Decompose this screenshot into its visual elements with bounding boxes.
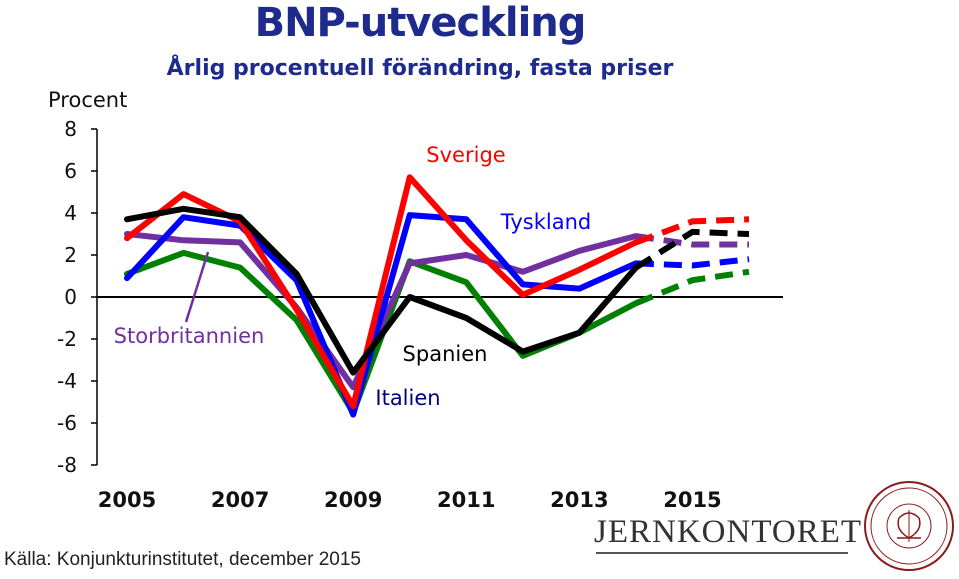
source-note: Källa: Konjunkturinstitutet, december 20… [4,549,361,570]
series-line-sverige [124,174,639,410]
chart-axes [91,128,783,466]
label-tyskland: Tyskland [500,210,591,234]
x-tick-label: 2015 [663,488,721,512]
y-tick-label: 0 [64,285,77,309]
y-tick-label: -4 [57,369,77,393]
label-spanien: Spanien [403,342,488,366]
label-sverige: Sverige [426,143,505,167]
x-tick-label: 2013 [550,488,608,512]
jernkontoret-logo: JERNKONTORET [594,514,863,550]
x-tick-label: 2009 [324,488,382,512]
series-forecast-spanien [634,228,750,271]
x-tick-label: 2005 [98,488,156,512]
y-tick-label: 2 [64,243,77,267]
storbritannien-pointer [184,251,210,323]
y-axis-label: Procent [48,88,128,112]
y-tick-label: 4 [64,201,77,225]
tick-labels: 8 6 4 2 0 -2 -4 -6 -8 2005 2007 2009 2011 2013 2015 [57,117,722,512]
x-tick-label: 2011 [437,488,495,512]
chart-title: BNP-utveckling [254,0,587,46]
y-tick-label: -8 [57,453,77,477]
jernkontoret-seal-logo [864,481,954,571]
label-storbritannien: Storbritannien [114,324,265,348]
series-layer [124,174,750,418]
label-italien: Italien [375,386,440,410]
chart-subtitle: Årlig procentuell förändring, fasta pris… [166,56,674,81]
series-forecast-sverige [634,216,750,246]
series-forecast-storbritannien [635,233,749,248]
y-tick-label: 6 [64,159,77,183]
logo-rule [596,552,848,554]
y-tick-label: -6 [57,411,77,435]
series-forecast-italien [634,268,750,307]
series-line-tyskland [124,212,639,418]
y-tick-label: 8 [64,117,77,141]
series-annotations: Sverige Tyskland Storbritannien Spanien Ital… [114,143,592,410]
series-line-spanien [124,205,639,376]
series-forecast-tyskland [635,256,750,269]
x-tick-label: 2007 [211,488,269,512]
y-tick-label: -2 [57,327,77,351]
